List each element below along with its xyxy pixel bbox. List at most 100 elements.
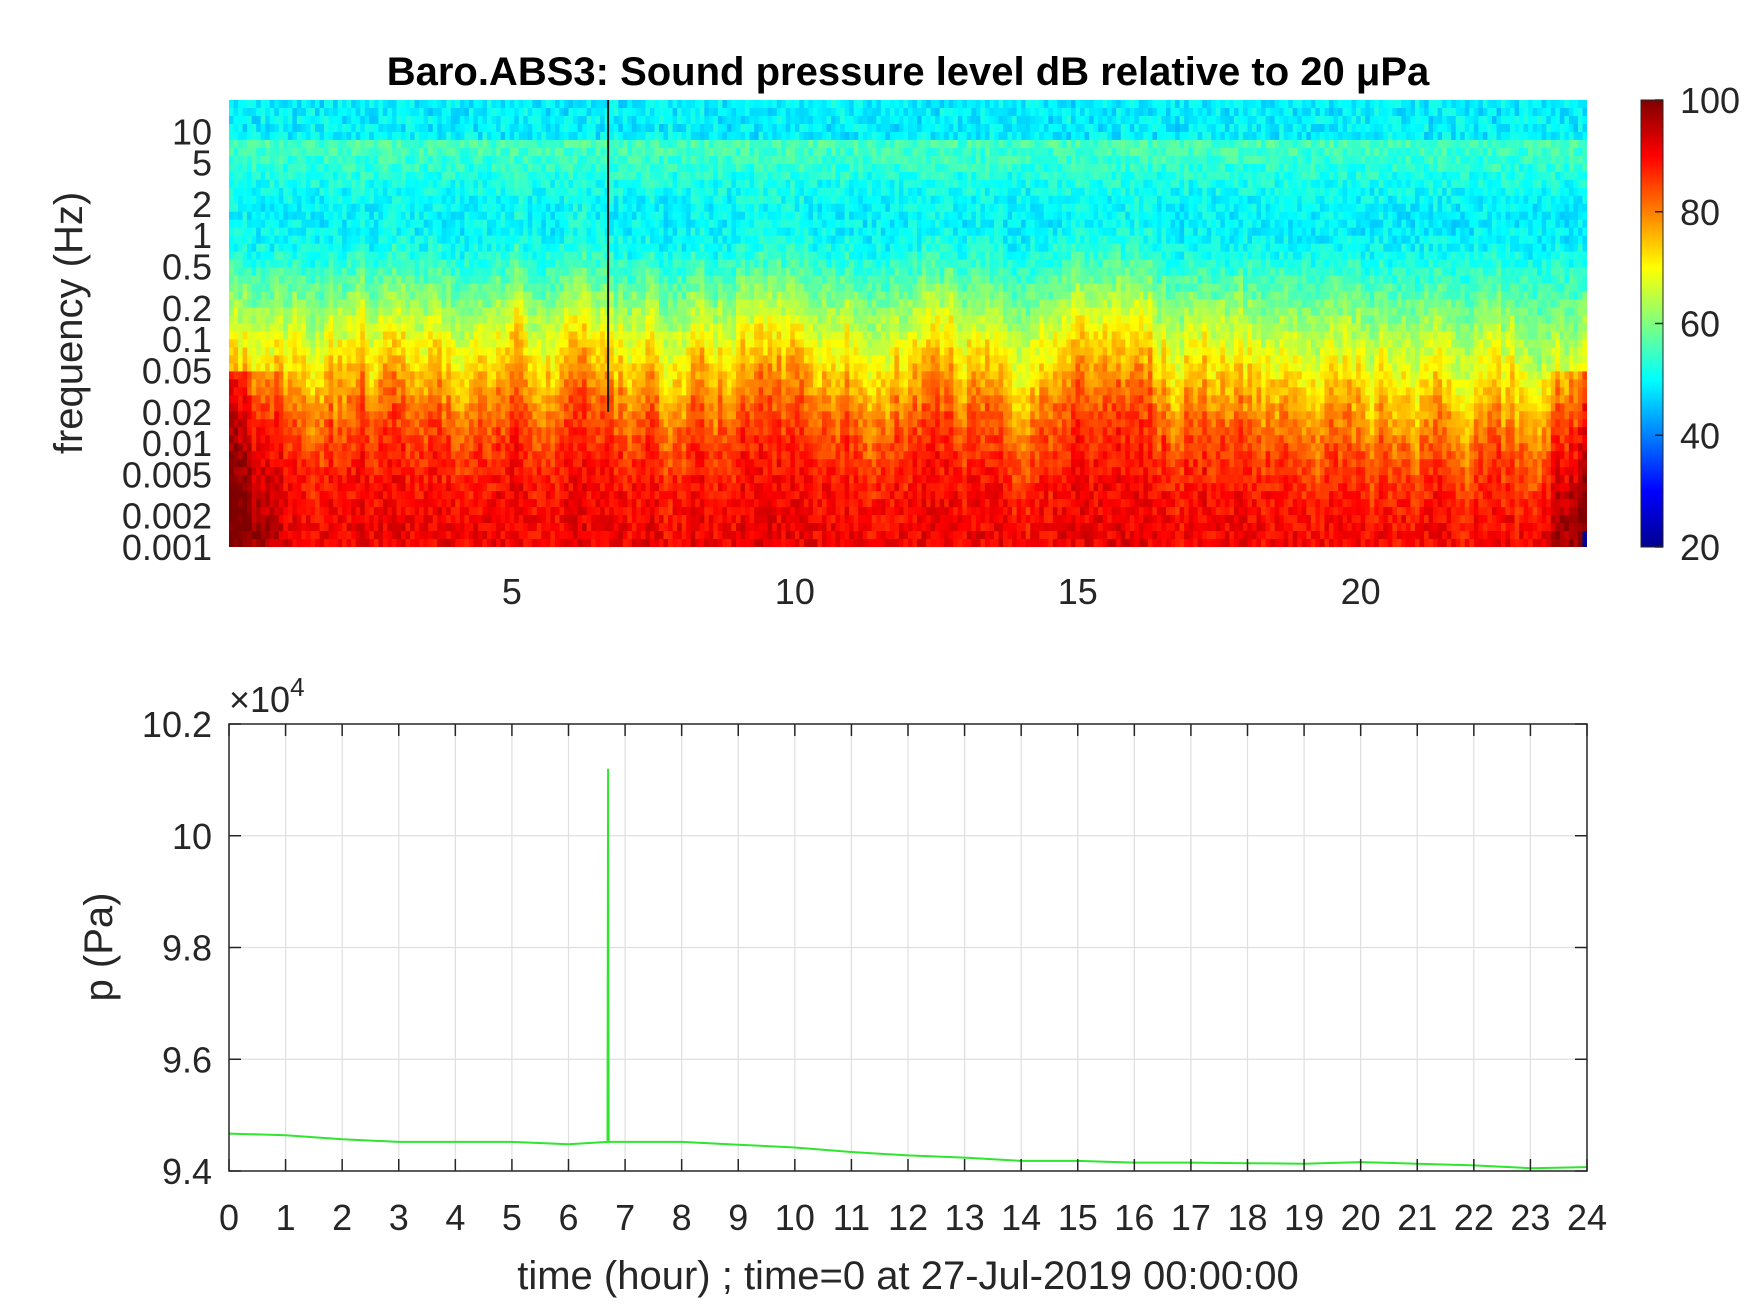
spectrogram-cell xyxy=(319,363,325,372)
spectrogram-cell xyxy=(283,331,289,341)
spectrogram-cell xyxy=(568,275,574,285)
spectrogram-cell xyxy=(324,499,330,508)
spectrogram-cell xyxy=(401,147,407,157)
spectrogram-cell xyxy=(527,427,533,436)
spectrogram-cell xyxy=(568,307,574,317)
spectrogram-cell xyxy=(247,179,253,189)
spectrogram-cell xyxy=(296,483,303,492)
spectrogram-cell xyxy=(333,115,339,125)
spectrogram-cell xyxy=(573,507,579,516)
spectrogram-cell xyxy=(532,259,538,269)
spectrogram-cell xyxy=(256,411,262,420)
spectrogram-cell xyxy=(577,100,583,109)
spectrogram-cell xyxy=(274,195,280,205)
spectrogram-cell xyxy=(328,491,334,500)
spectrogram-cell xyxy=(496,267,502,277)
spectrogram-cell xyxy=(568,203,574,213)
spectrogram-cell xyxy=(577,147,583,157)
spectrogram-cell xyxy=(274,323,280,333)
spectrogram-cell xyxy=(238,227,244,237)
spectrogram-cell xyxy=(464,307,470,317)
spectrogram-cell xyxy=(324,323,330,333)
spectrogram-cell xyxy=(310,459,316,468)
spectrogram-cell xyxy=(387,171,393,181)
spectrogram-cell xyxy=(333,483,339,492)
spectrogram-cell xyxy=(482,155,488,165)
spectrogram-cell xyxy=(577,107,583,117)
spectrogram-cell xyxy=(586,219,592,229)
spectrogram-cell xyxy=(310,299,316,309)
spectrogram-cell xyxy=(468,371,475,380)
spectrogram-cell xyxy=(514,531,520,540)
spectrogram-cell xyxy=(627,347,633,357)
spectrogram-cell xyxy=(364,251,370,261)
spectrogram-cell xyxy=(573,491,579,500)
spectrogram-cell xyxy=(437,243,443,253)
spectrogram-cell xyxy=(328,363,334,372)
spectrogram-cell xyxy=(305,227,312,237)
spectrogram-cell xyxy=(369,355,375,365)
spectrogram-cell xyxy=(351,315,357,325)
spectrogram-cell xyxy=(324,363,330,372)
spectrogram-cell xyxy=(509,187,515,197)
spectrogram-cell xyxy=(563,107,570,117)
spectrogram-cell xyxy=(364,227,370,237)
spectrogram-cell xyxy=(315,227,321,237)
spectrogram-cell xyxy=(278,227,284,237)
spectrogram-cell xyxy=(554,427,561,436)
spectrogram-cell xyxy=(482,139,488,149)
spectrogram-cell xyxy=(527,443,533,452)
spectrogram-cell xyxy=(301,283,307,293)
spectrogram-cell xyxy=(455,107,461,117)
spectrogram-cell xyxy=(609,227,615,237)
spectrogram-cell xyxy=(541,515,547,524)
spectrogram-cell xyxy=(369,163,375,173)
spectrogram-cell xyxy=(582,435,588,444)
spectrogram-cell xyxy=(287,435,293,444)
spectrogram-cell xyxy=(360,299,366,309)
spectrogram-cell xyxy=(328,139,334,149)
spectrogram-cell xyxy=(591,219,597,229)
spectrogram-cell xyxy=(342,419,348,428)
spectrogram-cell xyxy=(446,459,452,468)
spectrogram-cell xyxy=(296,499,303,508)
spectrogram-cell xyxy=(573,131,579,141)
spectrogram-cell xyxy=(260,299,266,309)
spectrogram-cell xyxy=(229,315,235,325)
spectrogram-cell xyxy=(591,515,597,524)
spectrogram-cell xyxy=(468,195,475,205)
spectrogram-cell xyxy=(477,483,484,492)
spectrogram-cell xyxy=(269,523,275,532)
spectrogram-cell xyxy=(514,267,520,277)
spectrogram-cell xyxy=(586,275,592,285)
spectrogram-cell xyxy=(482,283,488,293)
spectrogram-cell xyxy=(401,179,407,189)
spectrogram-cell xyxy=(432,435,438,444)
spectrogram-cell xyxy=(609,259,615,269)
spectrogram-cell xyxy=(287,283,293,293)
spectrogram-cell xyxy=(351,459,357,468)
spectrogram-cell xyxy=(432,100,438,109)
spectrogram-cell xyxy=(387,419,393,428)
spectrogram-cell xyxy=(242,451,248,460)
spectrogram-cell xyxy=(487,307,493,317)
spectrogram-cell xyxy=(351,179,357,189)
spectrogram-cell xyxy=(260,147,266,157)
spectrogram-cell xyxy=(536,475,542,484)
spectrogram-cell xyxy=(238,491,244,500)
spectrogram-cell xyxy=(355,403,361,412)
spectrogram-cell xyxy=(315,267,321,277)
spectrogram-cell xyxy=(360,115,366,125)
spectrogram-cell xyxy=(387,443,393,452)
spectrogram-cell xyxy=(419,203,425,213)
spectrogram-cell xyxy=(609,427,615,436)
spectrogram-cell xyxy=(401,163,407,173)
spectrogram-cell xyxy=(247,155,253,165)
spectrogram-cell xyxy=(292,355,298,365)
spectrogram-cell xyxy=(595,435,601,444)
spectrogram-cell xyxy=(545,403,551,412)
spectrogram-cell xyxy=(428,203,434,213)
spectrogram-cell xyxy=(229,403,235,412)
spectrogram-cell xyxy=(242,371,248,380)
spectrogram-cell xyxy=(446,139,452,149)
